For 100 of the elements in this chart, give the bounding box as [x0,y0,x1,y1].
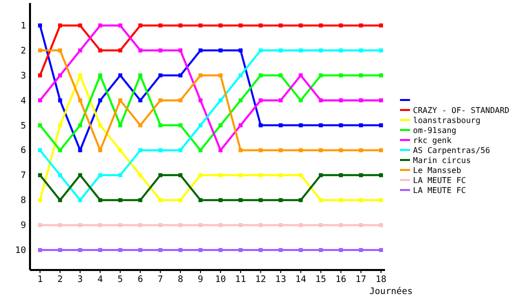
x-tick-label: 2 [57,275,63,285]
point [38,223,42,228]
point [178,148,182,152]
y-tick-label: 8 [20,196,26,206]
point [358,148,363,152]
point [58,173,62,178]
point [98,173,102,178]
y-tick-label: 3 [20,71,26,82]
point [358,198,363,202]
point [198,198,202,202]
x-tick-label: 11 [235,275,246,285]
point [138,23,142,28]
point [198,73,202,78]
point [338,123,343,128]
legend-label: loanstrasbourg [413,116,481,125]
point [58,98,62,102]
point [158,98,162,102]
y-tick-label: 6 [20,146,26,156]
point [38,73,42,78]
point [278,223,283,228]
point [138,198,142,202]
point [218,173,223,178]
point [378,248,383,252]
point [258,98,263,102]
point [198,248,202,252]
point [258,73,263,78]
point [258,223,263,228]
point [118,23,122,28]
point [218,223,223,228]
x-tick-label: 14 [295,275,306,285]
legend-label: LA MEUTE FC [413,176,466,185]
x-tick-label: 7 [158,275,164,285]
point [58,148,62,152]
legend-label: rkc genk [413,136,452,145]
point [238,148,243,152]
x-axis-title: Journées [369,286,413,297]
point [78,223,82,228]
x-tick-label: 15 [315,275,326,285]
point [198,223,202,228]
point [298,223,303,228]
point [318,173,323,178]
point [298,98,303,102]
point [278,173,283,178]
legend-label: om-91sang [413,126,457,135]
point [198,148,202,152]
point [58,223,62,228]
point [238,123,243,128]
point [258,248,263,252]
point [318,148,323,152]
point [198,173,202,178]
point [178,48,182,52]
point [358,98,363,102]
point [198,123,202,128]
point [218,98,223,102]
point [118,48,122,52]
point [158,48,162,52]
point [218,248,223,252]
point [138,123,142,128]
point [298,248,303,252]
point [118,223,122,228]
point [238,248,243,252]
point [98,123,102,128]
point [358,23,363,28]
legend-label: CRAZY - OF- STANDARD [413,106,510,115]
x-tick-label: 13 [275,275,286,285]
point [258,148,263,152]
point [278,48,283,52]
point [178,223,182,228]
point [238,198,243,202]
point [38,248,42,252]
x-tick-label: 16 [335,275,346,285]
point [378,148,383,152]
point [118,123,122,128]
point [298,148,303,152]
y-tick-label: 10 [15,246,26,256]
point [98,248,102,252]
point [258,198,263,202]
point [58,48,62,52]
y-tick-label: 2 [20,46,26,56]
point [118,198,122,202]
point [58,198,62,202]
x-tick-label: 18 [376,275,386,285]
point [338,98,343,102]
y-tick-label: 4 [20,96,26,106]
point [338,23,343,28]
x-tick-label: 8 [178,275,184,285]
point [358,48,363,52]
point [358,73,363,78]
point [178,73,182,78]
point [298,198,303,202]
x-tick-label: 10 [215,275,226,285]
y-tick-label: 5 [20,121,26,132]
point [178,173,182,178]
point [118,173,122,178]
point [38,48,42,52]
point [38,98,42,102]
point [258,173,263,178]
point [158,23,162,28]
point [238,98,243,102]
point [78,98,82,102]
